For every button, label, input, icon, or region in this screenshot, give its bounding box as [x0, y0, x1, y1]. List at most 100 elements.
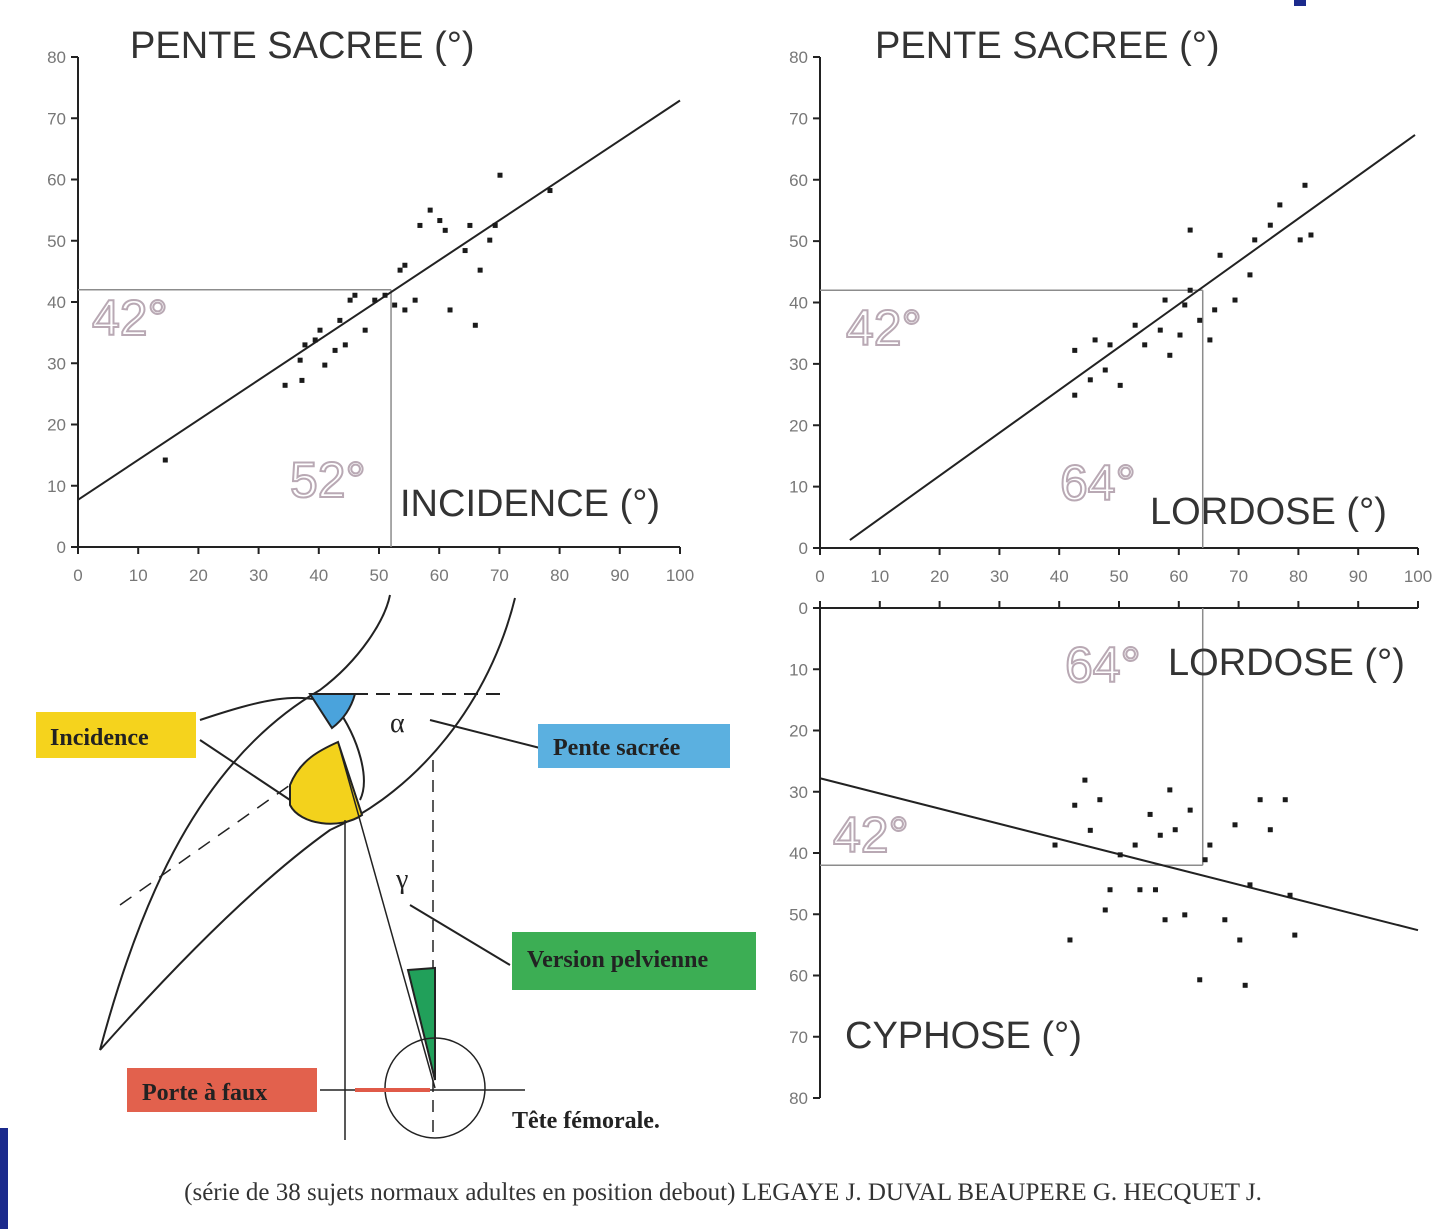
point — [1197, 318, 1202, 323]
x-axis-label: LORDOSE (°) — [1150, 491, 1387, 533]
point — [1252, 237, 1257, 242]
y-tick-label: 0 — [799, 599, 808, 618]
point — [448, 307, 453, 312]
y-tick-label: 80 — [47, 48, 66, 67]
x-tick-label: 60 — [1169, 567, 1188, 586]
point — [352, 293, 357, 298]
y-tick-label: 0 — [57, 538, 66, 557]
point — [348, 298, 353, 303]
point — [1142, 342, 1147, 347]
x-tick-label: 100 — [666, 566, 694, 585]
point — [1137, 887, 1142, 892]
point — [1277, 202, 1282, 207]
y-tick-label: 50 — [47, 232, 66, 251]
point — [417, 223, 422, 228]
point — [1088, 828, 1093, 833]
y-tick-label: 40 — [47, 293, 66, 312]
ref-x-label: 52° — [290, 452, 366, 508]
point — [402, 307, 407, 312]
point — [1268, 223, 1273, 228]
y-tick-label: 30 — [47, 354, 66, 373]
point — [1118, 383, 1123, 388]
y-tick-label: 80 — [789, 48, 808, 67]
point — [392, 303, 397, 308]
point — [313, 337, 318, 342]
point — [1243, 983, 1248, 988]
y-tick-label: 70 — [47, 109, 66, 128]
point — [343, 342, 348, 347]
point — [337, 318, 342, 323]
y-tick-label: 10 — [789, 660, 808, 679]
point — [1218, 253, 1223, 258]
point — [428, 208, 433, 213]
point — [1203, 857, 1208, 862]
x-axis-label: LORDOSE (°) — [1168, 642, 1405, 684]
point — [1072, 348, 1077, 353]
point — [467, 223, 472, 228]
point — [1182, 302, 1187, 307]
point — [1088, 377, 1093, 382]
point — [478, 268, 483, 273]
page: Incidence Pente sacrée Version pelvienne… — [0, 0, 1446, 1229]
point — [1212, 307, 1217, 312]
x-tick-label: 10 — [129, 566, 148, 585]
y-tick-label: 70 — [789, 109, 808, 128]
x-tick-label: 0 — [73, 566, 82, 585]
x-tick-label: 20 — [189, 566, 208, 585]
point — [1207, 843, 1212, 848]
point — [1082, 778, 1087, 783]
point — [1053, 843, 1058, 848]
point — [463, 248, 468, 253]
point — [1167, 353, 1172, 358]
corner-bar — [1294, 0, 1306, 6]
point — [1188, 228, 1193, 233]
point — [1237, 937, 1242, 942]
point — [1173, 827, 1178, 832]
x-tick-label: 90 — [610, 566, 629, 585]
point — [1188, 288, 1193, 293]
point — [383, 293, 388, 298]
point — [1163, 917, 1168, 922]
point — [299, 378, 304, 383]
y-tick-label: 10 — [47, 477, 66, 496]
point — [1108, 342, 1113, 347]
y-tick-label: 60 — [789, 967, 808, 986]
point — [1072, 803, 1077, 808]
point — [1108, 887, 1113, 892]
point — [333, 348, 338, 353]
point — [318, 328, 323, 333]
x-tick-label: 50 — [1110, 567, 1129, 586]
caption: (série de 38 sujets normaux adultes en p… — [184, 1179, 1262, 1206]
y-tick-label: 80 — [789, 1089, 808, 1108]
point — [498, 173, 503, 178]
tete-label: Tête fémorale. — [512, 1108, 660, 1134]
point — [1093, 337, 1098, 342]
porte-label: Porte à faux — [142, 1080, 267, 1106]
x-tick-label: 30 — [990, 567, 1009, 586]
point — [493, 223, 498, 228]
point — [1158, 833, 1163, 838]
x-tick-label: 40 — [309, 566, 328, 585]
x-tick-label: 100 — [1404, 567, 1432, 586]
y-axis-label: CYPHOSE (°) — [845, 1015, 1082, 1057]
point — [1182, 912, 1187, 917]
y-tick-label: 60 — [47, 171, 66, 190]
point — [1298, 237, 1303, 242]
y-tick-label: 40 — [789, 294, 808, 313]
point — [1288, 893, 1293, 898]
point — [1233, 298, 1238, 303]
x-tick-label: 50 — [370, 566, 389, 585]
point — [363, 328, 368, 333]
pente-label: Pente sacrée — [553, 735, 681, 761]
ref-x-label: 64° — [1065, 637, 1141, 693]
alpha-label: α — [390, 708, 405, 739]
y-axis-label: PENTE SACREE (°) — [875, 25, 1220, 67]
x-tick-label: 10 — [870, 567, 889, 586]
x-axis-label: INCIDENCE (°) — [400, 483, 660, 525]
y-tick-label: 30 — [789, 783, 808, 802]
point — [547, 188, 552, 193]
y-tick-label: 50 — [789, 232, 808, 251]
point — [1292, 933, 1297, 938]
y-tick-label: 70 — [789, 1028, 808, 1047]
ref-y-label: 42° — [833, 807, 909, 863]
